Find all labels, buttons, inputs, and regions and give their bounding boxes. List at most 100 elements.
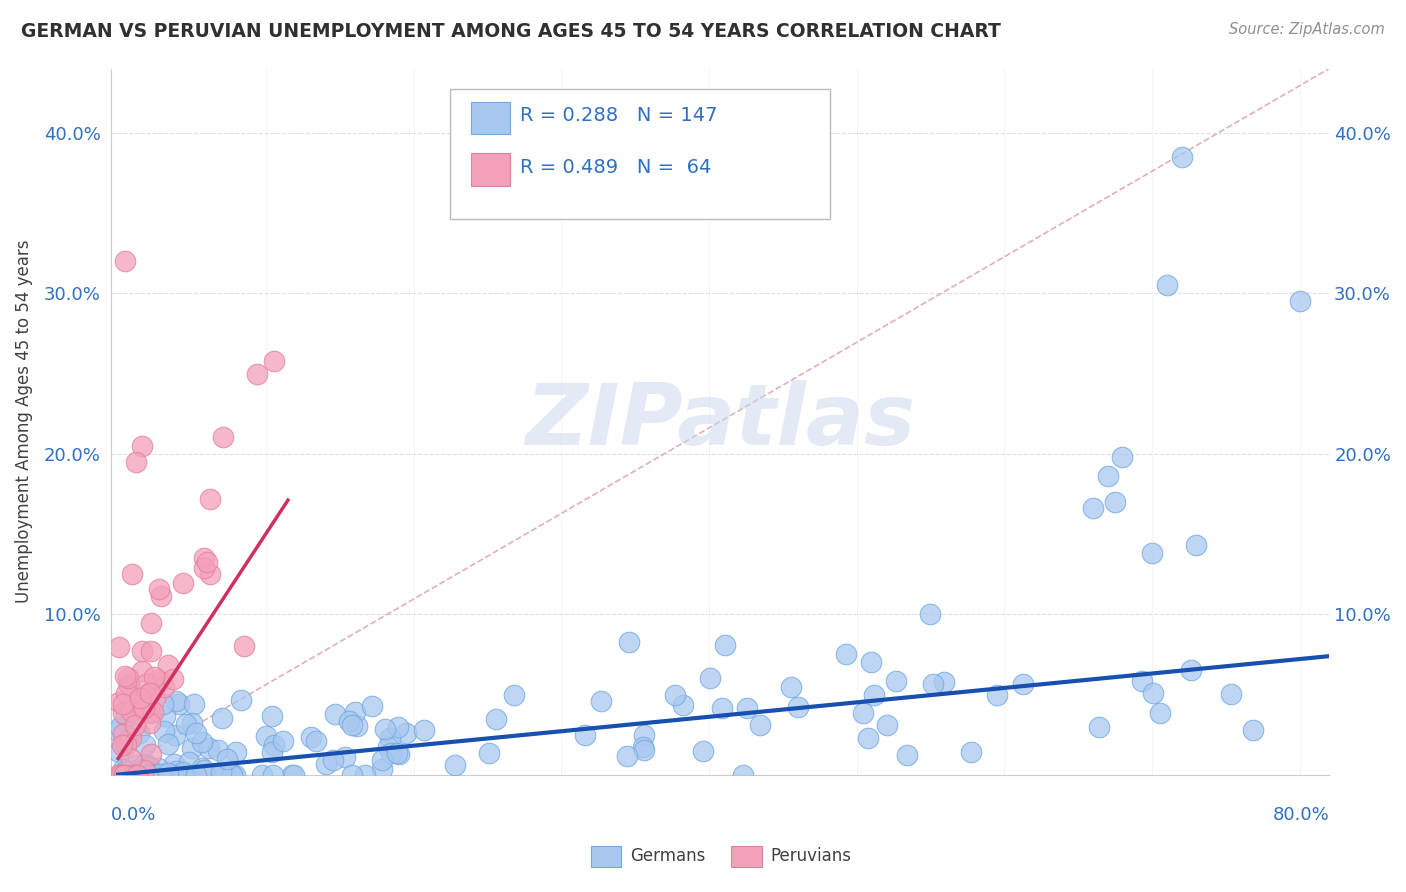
Germans <box>110 720 132 734</box>
Peruvians <box>114 669 136 683</box>
Germans <box>378 731 401 745</box>
Germans <box>852 706 875 720</box>
Germans <box>395 726 418 740</box>
Peruvians <box>114 254 136 268</box>
Peruvians <box>124 717 146 731</box>
Germans <box>633 728 655 742</box>
Germans <box>135 756 157 771</box>
Germans <box>860 655 883 669</box>
Text: 80.0%: 80.0% <box>1272 806 1329 824</box>
Text: R = 0.489   N =  64: R = 0.489 N = 64 <box>520 158 711 178</box>
Germans <box>211 711 233 725</box>
Peruvians <box>232 639 254 653</box>
Germans <box>1241 723 1264 738</box>
Germans <box>111 762 134 776</box>
Germans <box>115 767 138 781</box>
Germans <box>371 762 394 776</box>
Peruvians <box>112 767 135 781</box>
Peruvians <box>117 677 139 691</box>
Germans <box>884 673 907 688</box>
Germans <box>108 767 131 781</box>
Germans <box>155 709 177 723</box>
Germans <box>115 709 138 723</box>
Germans <box>388 747 411 762</box>
Germans <box>921 676 943 690</box>
Germans <box>353 767 375 781</box>
Peruvians <box>263 353 285 368</box>
Peruvians <box>117 671 139 685</box>
Text: Germans: Germans <box>630 847 706 865</box>
Peruvians <box>142 670 165 684</box>
Germans <box>254 729 277 743</box>
Germans <box>333 750 356 764</box>
Peruvians <box>112 767 135 781</box>
Germans <box>380 747 402 761</box>
Germans <box>141 767 163 781</box>
Germans <box>711 701 734 715</box>
Peruvians <box>198 566 221 581</box>
Peruvians <box>112 697 135 711</box>
Germans <box>186 767 208 781</box>
Peruvians <box>148 674 170 689</box>
Germans <box>986 689 1008 703</box>
Germans <box>136 767 159 781</box>
Germans <box>617 635 640 649</box>
Germans <box>148 761 170 775</box>
Germans <box>779 681 801 695</box>
Peruvians <box>157 657 180 672</box>
Germans <box>122 764 145 779</box>
Germans <box>1111 450 1133 464</box>
Germans <box>283 767 305 781</box>
Peruvians <box>112 767 135 781</box>
Germans <box>107 724 129 739</box>
Peruvians <box>110 767 132 781</box>
Germans <box>250 767 273 781</box>
Germans <box>664 688 686 702</box>
Peruvians <box>120 731 142 745</box>
Text: ZIPatlas: ZIPatlas <box>524 380 915 463</box>
Germans <box>162 767 184 781</box>
Peruvians <box>110 767 132 781</box>
Germans <box>207 743 229 757</box>
Germans <box>1180 664 1202 678</box>
Germans <box>186 726 208 740</box>
Germans <box>128 726 150 740</box>
Germans <box>1288 294 1310 309</box>
Germans <box>1170 150 1192 164</box>
Germans <box>209 767 232 781</box>
Germans <box>616 748 638 763</box>
Germans <box>960 745 983 759</box>
Germans <box>198 741 221 756</box>
Germans <box>322 753 344 767</box>
Peruvians <box>125 767 148 781</box>
Germans <box>263 739 285 753</box>
Germans <box>574 729 596 743</box>
Germans <box>1081 501 1104 516</box>
Germans <box>485 712 508 726</box>
Germans <box>344 705 367 719</box>
Germans <box>163 756 186 771</box>
Peruvians <box>131 664 153 678</box>
Peruvians <box>148 582 170 596</box>
Germans <box>141 767 163 781</box>
Germans <box>735 701 758 715</box>
Germans <box>190 735 212 749</box>
Germans <box>478 746 501 760</box>
Germans <box>180 740 202 755</box>
Peruvians <box>129 691 152 706</box>
Germans <box>323 707 346 722</box>
Peruvians <box>138 706 160 721</box>
Germans <box>229 693 252 707</box>
Peruvians <box>146 673 169 687</box>
Germans <box>183 697 205 711</box>
Germans <box>180 715 202 730</box>
Germans <box>209 765 232 780</box>
Germans <box>896 747 918 762</box>
Germans <box>633 743 655 757</box>
Germans <box>374 722 396 736</box>
Germans <box>1156 278 1178 293</box>
Germans <box>315 757 337 772</box>
Peruvians <box>141 616 163 631</box>
Peruvians <box>197 555 219 569</box>
Text: GERMAN VS PERUVIAN UNEMPLOYMENT AMONG AGES 45 TO 54 YEARS CORRELATION CHART: GERMAN VS PERUVIAN UNEMPLOYMENT AMONG AG… <box>21 22 1001 41</box>
